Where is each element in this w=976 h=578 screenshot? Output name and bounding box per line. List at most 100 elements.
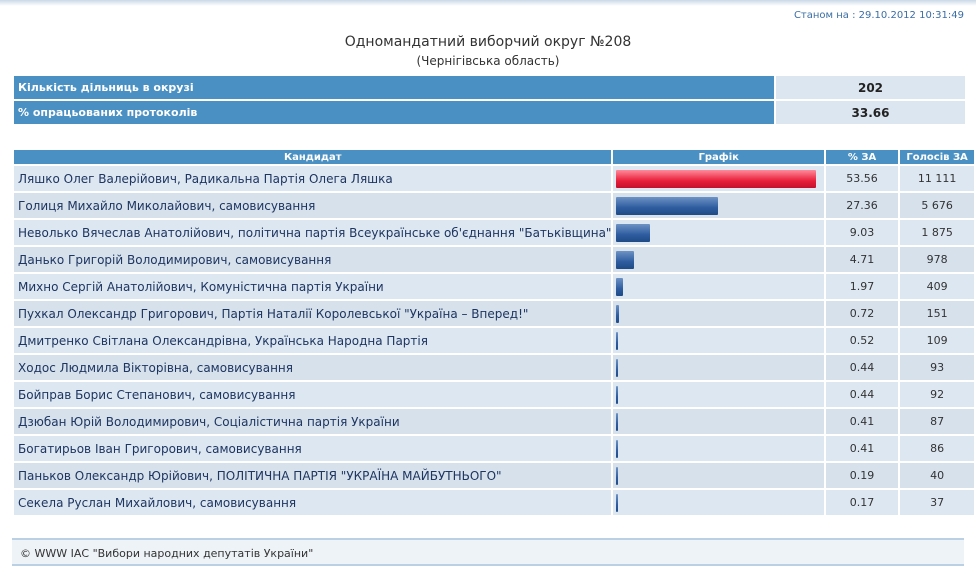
candidate-cell: Данько Григорій Володимирович, самовисув… <box>14 247 612 272</box>
pct-cell: 27.36 <box>825 193 899 218</box>
result-bar <box>616 223 651 242</box>
page-subtitle: (Чернігівська область) <box>416 54 560 68</box>
candidate-row: Дзюбан Юрій Володимирович, Соціалістична… <box>14 409 974 434</box>
votes-cell: 37 <box>900 490 974 515</box>
col-header-graph: Графік <box>613 150 824 164</box>
candidate-party: , Комуністична партія України <box>192 279 384 294</box>
pct-cell: 0.72 <box>825 301 899 326</box>
candidate-name: Неволько Вячеслав Анатолійович <box>18 225 231 240</box>
candidate-party: , Партія Наталії Королевської "Україна –… <box>213 306 529 321</box>
candidate-name: Ляшко Олег Валерійович <box>18 171 177 186</box>
candidate-cell: Ходос Людмила Вікторівна, самовисування <box>14 355 612 380</box>
votes-cell: 86 <box>900 436 974 461</box>
graph-cell <box>613 382 824 407</box>
result-bar <box>616 385 619 404</box>
result-bar <box>616 304 620 323</box>
graph-cell <box>613 193 824 218</box>
candidate-row: Ходос Людмила Вікторівна, самовисування 0… <box>14 355 974 380</box>
candidate-cell: Паньков Олександр Юрійович, ПОЛІТИЧНА ПА… <box>14 463 612 488</box>
summary-value: 202 <box>776 76 965 99</box>
pct-cell: 53.56 <box>825 166 899 191</box>
pct-cell: 0.41 <box>825 436 899 461</box>
summary-table: Кількість дільниць в окрузі 202 % опраць… <box>12 74 967 126</box>
pct-cell: 0.44 <box>825 382 899 407</box>
candidate-row: Михно Сергій Анатолійович, Комуністична … <box>14 274 974 299</box>
candidate-cell: Секела Руслан Михайлович, самовисування <box>14 490 612 515</box>
summary-label: % опрацьованих протоколів <box>14 101 774 124</box>
votes-cell: 87 <box>900 409 974 434</box>
pct-cell: 4.71 <box>825 247 899 272</box>
graph-cell <box>613 463 824 488</box>
candidate-cell: Пухкал Олександр Григорович, Партія Ната… <box>14 301 612 326</box>
candidate-cell: Богатирьов Іван Григорович, самовисуванн… <box>14 436 612 461</box>
candidate-party: , самовисування <box>227 252 332 267</box>
graph-cell <box>613 436 824 461</box>
candidate-party: , самовисування <box>189 360 293 375</box>
col-header-pct: % ЗА <box>825 150 899 164</box>
votes-cell: 1 875 <box>900 220 974 245</box>
result-bar <box>616 196 719 215</box>
candidate-cell: Дзюбан Юрій Володимирович, Соціалістична… <box>14 409 612 434</box>
graph-cell <box>613 355 824 380</box>
candidate-cell: Дмитренко Світлана Олександрівна, Україн… <box>14 328 612 353</box>
candidate-row: Голиця Михайло Миколайович, самовисуванн… <box>14 193 974 218</box>
candidate-cell: Ляшко Олег Валерійович, Радикальна Парті… <box>14 166 612 191</box>
candidate-party: , самовисування <box>192 495 297 510</box>
result-bar <box>616 277 624 296</box>
candidate-name: Дмитренко Світлана Олександрівна <box>18 333 248 348</box>
graph-cell <box>613 220 824 245</box>
footer: © WWW ІАС "Вибори народних депутатів Укр… <box>12 538 964 566</box>
graph-cell <box>613 247 824 272</box>
graph-cell <box>613 274 824 299</box>
candidate-cell: Голиця Михайло Миколайович, самовисуванн… <box>14 193 612 218</box>
pct-cell: 0.19 <box>825 463 899 488</box>
result-bar <box>616 331 619 350</box>
votes-cell: 109 <box>900 328 974 353</box>
candidate-name: Голиця Михайло Миколайович <box>18 198 212 213</box>
pct-cell: 9.03 <box>825 220 899 245</box>
graph-cell <box>613 301 824 326</box>
votes-cell: 92 <box>900 382 974 407</box>
candidate-name: Богатирьов Іван Григорович <box>18 441 198 456</box>
pct-cell: 0.17 <box>825 490 899 515</box>
candidate-party: , Соціалістична партія України <box>206 414 400 429</box>
summary-row: Кількість дільниць в окрузі 202 <box>14 76 965 99</box>
summary-label: Кількість дільниць в окрузі <box>14 76 774 99</box>
pct-cell: 0.41 <box>825 409 899 434</box>
result-bar <box>616 439 619 458</box>
candidate-party: , політична партія Всеукраїнське об'єдна… <box>230 225 612 240</box>
candidate-row: Дмитренко Світлана Олександрівна, Україн… <box>14 328 974 353</box>
candidate-cell: Михно Сергій Анатолійович, Комуністична … <box>14 274 612 299</box>
candidate-name: Секела Руслан Михайлович <box>18 495 193 510</box>
candidate-cell: Бойправ Борис Степанович, самовисування <box>14 382 612 407</box>
candidate-name: Бойправ Борис Степанович <box>18 387 192 402</box>
candidate-name: Паньков Олександр Юрійович <box>18 468 210 483</box>
graph-cell <box>613 328 824 353</box>
graph-cell <box>613 490 824 515</box>
candidate-row: Данько Григорій Володимирович, самовисув… <box>14 247 974 272</box>
timestamp: Станом на : 29.10.2012 10:31:49 <box>793 10 964 21</box>
candidate-row: Ляшко Олег Валерійович, Радикальна Парті… <box>14 166 974 191</box>
candidate-party: , Українська Народна Партія <box>247 333 428 348</box>
pct-cell: 1.97 <box>825 274 899 299</box>
graph-cell <box>613 166 824 191</box>
result-bar <box>616 358 619 377</box>
candidate-row: Богатирьов Іван Григорович, самовисуванн… <box>14 436 974 461</box>
candidate-party: , самовисування <box>191 387 296 402</box>
votes-cell: 40 <box>900 463 974 488</box>
results-body: Ляшко Олег Валерійович, Радикальна Парті… <box>14 166 974 515</box>
top-border <box>0 0 976 6</box>
result-bar <box>616 493 619 512</box>
candidate-row: Паньков Олександр Юрійович, ПОЛІТИЧНА ПА… <box>14 463 974 488</box>
summary-value: 33.66 <box>776 101 965 124</box>
candidate-row: Секела Руслан Михайлович, самовисування 0… <box>14 490 974 515</box>
candidate-party: , самовисування <box>211 198 316 213</box>
result-bar <box>616 412 619 431</box>
page-title: Одномандатний виборчий округ №208 <box>344 34 632 50</box>
votes-cell: 978 <box>900 247 974 272</box>
results-table: Кандидат Графік % ЗА Голосів ЗА Ляшко Ол… <box>12 148 976 517</box>
candidate-row: Бойправ Борис Степанович, самовисування 0… <box>14 382 974 407</box>
candidate-name: Ходос Людмила Вікторівна <box>18 360 190 375</box>
votes-cell: 151 <box>900 301 974 326</box>
pct-cell: 0.44 <box>825 355 899 380</box>
